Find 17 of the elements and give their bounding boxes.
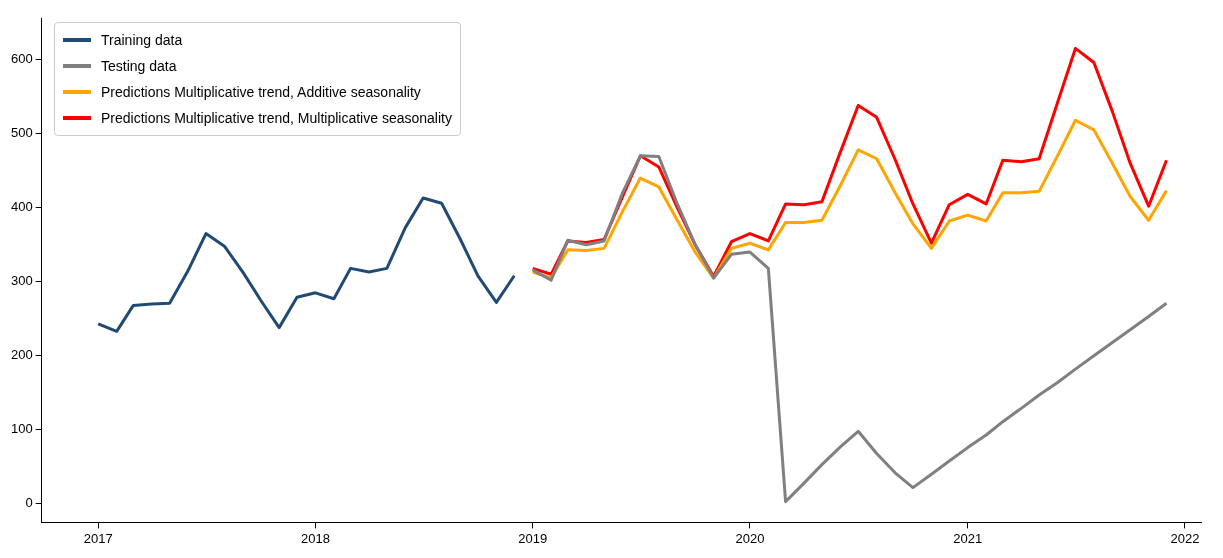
- y-tick-label: 500: [10, 125, 33, 141]
- legend-label: Predictions Multiplicative trend, Multiplicative seasonality: [101, 110, 452, 126]
- legend-label: Predictions Multiplicative trend, Additive seasonality: [101, 84, 421, 100]
- legend-label: Training data: [101, 32, 183, 48]
- x-tick-label: 2017: [83, 530, 113, 546]
- y-tick-label: 100: [10, 421, 33, 437]
- y-tick-label: 600: [10, 51, 33, 67]
- y-tick-label: 0: [25, 495, 33, 511]
- x-tick-label: 2022: [1170, 530, 1200, 546]
- x-tick-label: 2019: [518, 530, 548, 546]
- y-tick-label: 200: [10, 347, 33, 363]
- y-tick-label: 400: [10, 199, 33, 215]
- x-tick-label: 2020: [735, 530, 765, 546]
- legend-label: Testing data: [101, 58, 177, 74]
- x-tick-label: 2021: [953, 530, 983, 546]
- y-tick-label: 300: [10, 273, 33, 289]
- x-tick-label: 2018: [300, 530, 330, 546]
